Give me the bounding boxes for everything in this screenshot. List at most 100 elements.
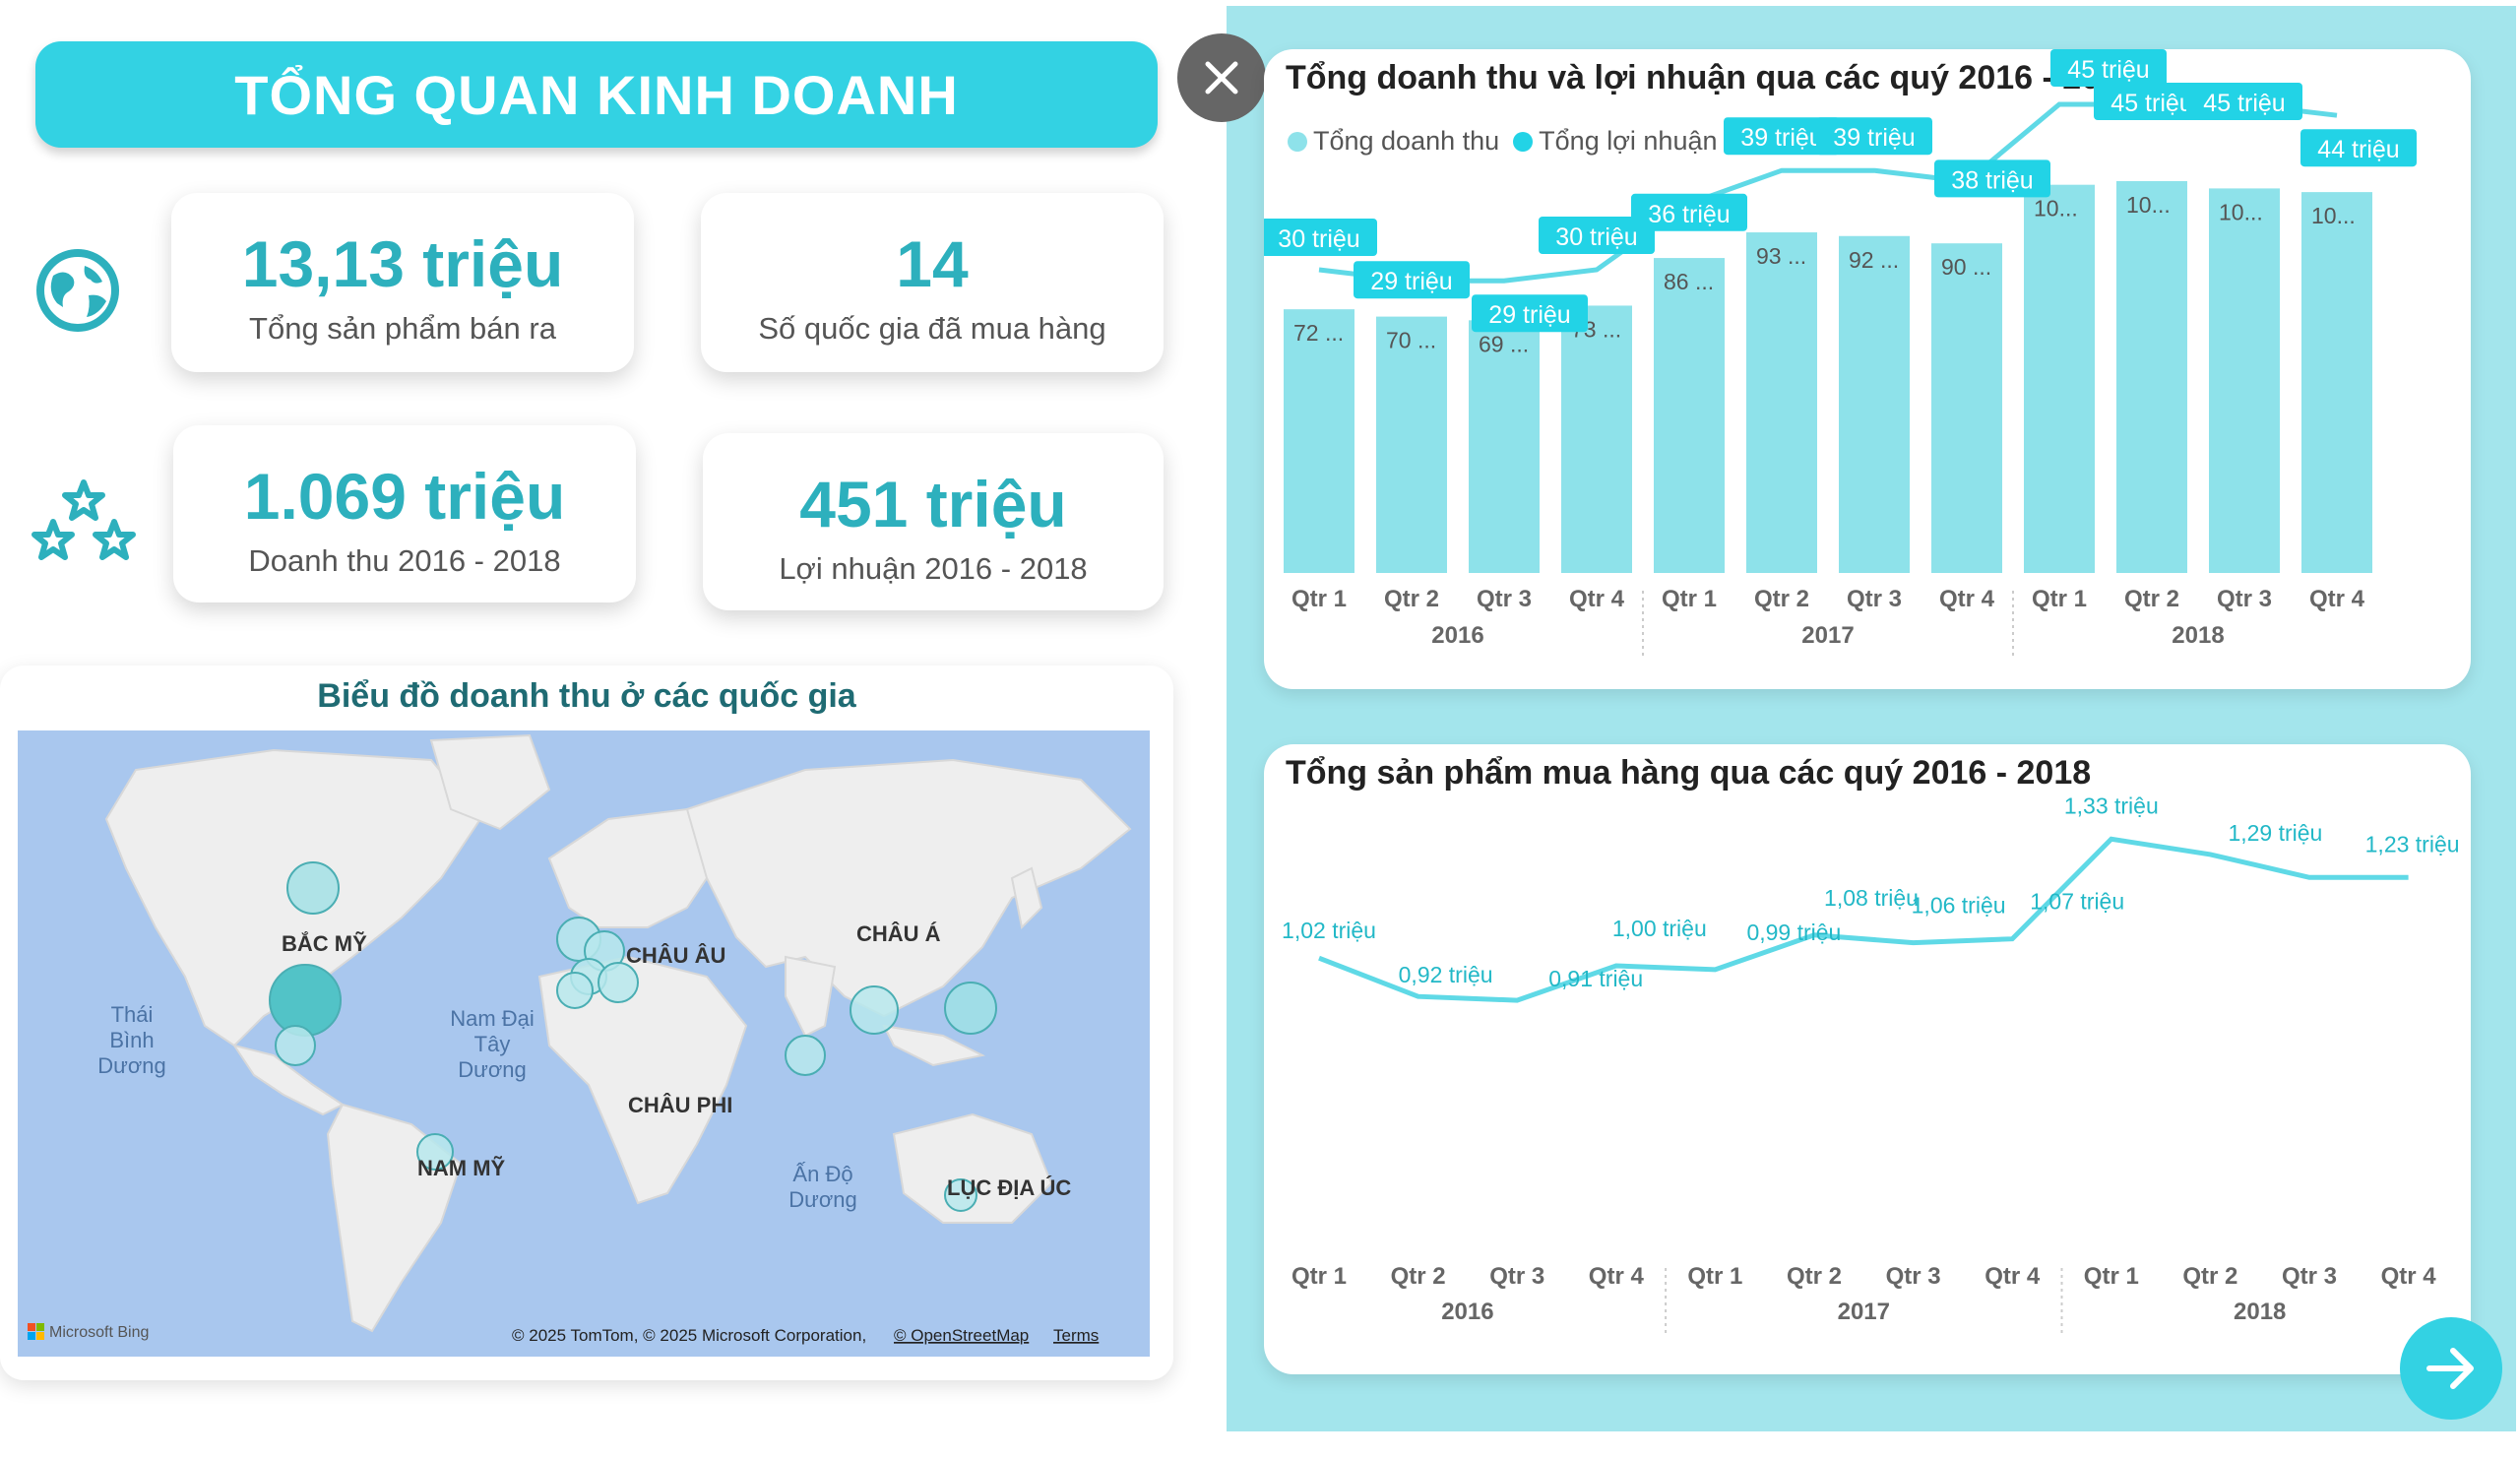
map-copyright: © 2025 TomTom, © 2025 Microsoft Corporat… [512,1326,866,1345]
line-data-label: 1,06 triệu [1912,893,2006,919]
bing-text: Microsoft Bing [49,1324,149,1341]
x-tick-label: Qtr 4 [1569,586,1625,612]
page-title: TỔNG QUAN KINH DOANH [35,41,1158,148]
globe-icon [33,246,122,335]
profit-label-box [2300,129,2417,167]
next-page-button[interactable] [2400,1317,2502,1420]
profit-label-box [2094,83,2210,120]
profit-label-box [1354,261,1470,299]
revenue-bar [1931,243,2002,573]
osm-link[interactable]: © OpenStreetMap [894,1326,1029,1345]
year-label: 2017 [1801,622,1854,649]
arrow-right-icon [2426,1348,2474,1389]
terms-link[interactable]: Terms [1053,1326,1099,1345]
bar-data-label: 10... [2311,203,2356,228]
profit-data-label: 29 triệu [1370,268,1452,295]
map-label-indian: Ấn Độ [792,1162,852,1186]
profit-label-box [1539,217,1655,254]
bar-data-label: 93 ... [1756,243,1806,269]
bar-data-label: 10... [2034,196,2078,222]
legend-swatch [1513,131,1534,152]
revenue-bar [1284,309,1354,573]
profit-data-label: 30 triệu [1555,223,1637,251]
chart-title: Tổng sản phẩm mua hàng qua các quý 2016 … [1286,754,2092,792]
map-label-pacific: Bình [109,1028,154,1052]
bar-data-label: 90 ... [1941,254,1991,280]
line-data-label: 1,33 triệu [2064,793,2159,818]
line-data-label: 1,23 triệu [2365,831,2460,856]
kpi-value: 451 triệu [799,468,1067,540]
products-line-chart[interactable]: 1,02 triệu 0,92 triệu 0,91 triệu 1,00 triệu… [1264,744,2471,1374]
line-data-label: 1,29 triệu [2228,820,2322,846]
x-tick-label: Qtr 4 [1589,1263,1645,1290]
x-tick-label: Qtr 2 [1754,586,1809,612]
profit-data-label: 38 triệu [1951,166,2033,194]
stars-icon [32,478,136,567]
bar-data-label: 92 ... [1849,247,1899,273]
profit-label-box [1472,294,1588,333]
x-tick-label: Qtr 2 [1391,1263,1446,1290]
x-tick-label: Qtr 3 [1477,586,1532,612]
line-data-label: 1,08 triệu [1824,885,1919,911]
legend-profit[interactable]: Tổng lợi nhuận [1539,126,1718,156]
revenue-map[interactable]: BẮC MỸ CHÂU ÂU CHÂU Á CHÂU PHI NAM MỸ LỤ… [18,730,1150,1357]
profit-data-label: 45 triệu [2067,56,2149,84]
revenue-bar [2116,180,2187,573]
x-tick-label: Qtr 4 [2381,1263,2437,1290]
x-tick-label: Qtr 2 [2182,1263,2237,1290]
x-tick-label: Qtr 1 [1687,1263,1742,1290]
products-line [1318,836,2409,1003]
revenue-bar [2301,192,2372,573]
x-tick-label: Qtr 1 [2032,586,2087,612]
profit-data-label: 39 triệu [1833,124,1915,152]
revenue-bar [1561,305,1632,573]
bar-data-label: 86 ... [1664,269,1714,294]
close-button[interactable] [1177,33,1266,122]
profit-data-label: 45 triệu [2203,90,2285,117]
revenue-bar [1746,232,1817,574]
kpi-value: 14 [896,227,969,300]
x-tick-label: Qtr 4 [2309,586,2365,612]
map-label-europe: CHÂU ÂU [626,943,725,968]
x-tick-label: Qtr 1 [1292,586,1347,612]
x-tick-label: Qtr 3 [1886,1263,1941,1290]
bar-data-label: 10... [2126,192,2171,218]
profit-data-label: 30 triệu [1278,225,1359,253]
x-tick-label: Qtr 4 [1939,586,1995,612]
line-data-label: 1,02 triệu [1282,918,1376,943]
year-label: 2018 [2172,622,2224,649]
map-label-asia: CHÂU Á [856,921,941,946]
kpi-label: Số quốc gia đã mua hàng [758,311,1106,346]
profit-label-box [1934,159,2050,198]
kpi-card-profit: 451 triệu Lợi nhuận 2016 - 2018 [703,433,1164,610]
revenue-profit-chart-card: Tổng doanh thu và lợi nhuận qua các quý … [1264,49,2471,689]
profit-label-box [2050,49,2167,87]
x-tick-label: Qtr 1 [1662,586,1717,612]
profit-data-label: 44 triệu [2317,136,2399,163]
legend-revenue[interactable]: Tổng doanh thu [1313,126,1500,156]
kpi-value: 13,13 triệu [241,227,564,300]
revenue-bar [1469,320,1540,573]
chart-title: Tổng doanh thu và lợi nhuận qua các quý … [1286,59,2137,96]
profit-label-box [1631,193,1747,231]
map-label-pacific: Thái [111,1002,154,1027]
line-data-label: 1,00 triệu [1612,916,1707,941]
revenue-profit-chart[interactable]: 72 ... 70 ... 69 ...73 ...86 ...93 ... 92 .… [1264,49,2471,689]
kpi-label: Tổng sản phẩm bán ra [249,311,556,346]
bar-data-label: 69 ... [1479,331,1529,356]
map-label-north-america: BẮC MỸ [282,931,367,956]
map-label-africa: CHÂU PHI [628,1093,732,1117]
x-tick-label: Qtr 1 [2084,1263,2139,1290]
line-data-label: 0,99 triệu [1746,920,1841,945]
x-tick-label: Qtr 3 [2282,1263,2337,1290]
kpi-value: 1.069 triệu [243,460,566,533]
map-label-atlantic: Tây [474,1032,511,1056]
profit-data-label: 36 triệu [1648,201,1730,228]
profit-label-box [1724,117,1840,156]
legend-swatch [1288,131,1307,152]
profit-data-label: 45 triệu [2110,90,2192,117]
year-label: 2016 [1431,622,1483,649]
map-label-pacific: Dương [97,1053,166,1078]
profit-label-box [2186,83,2302,120]
bar-data-label: 72 ... [1293,320,1344,346]
